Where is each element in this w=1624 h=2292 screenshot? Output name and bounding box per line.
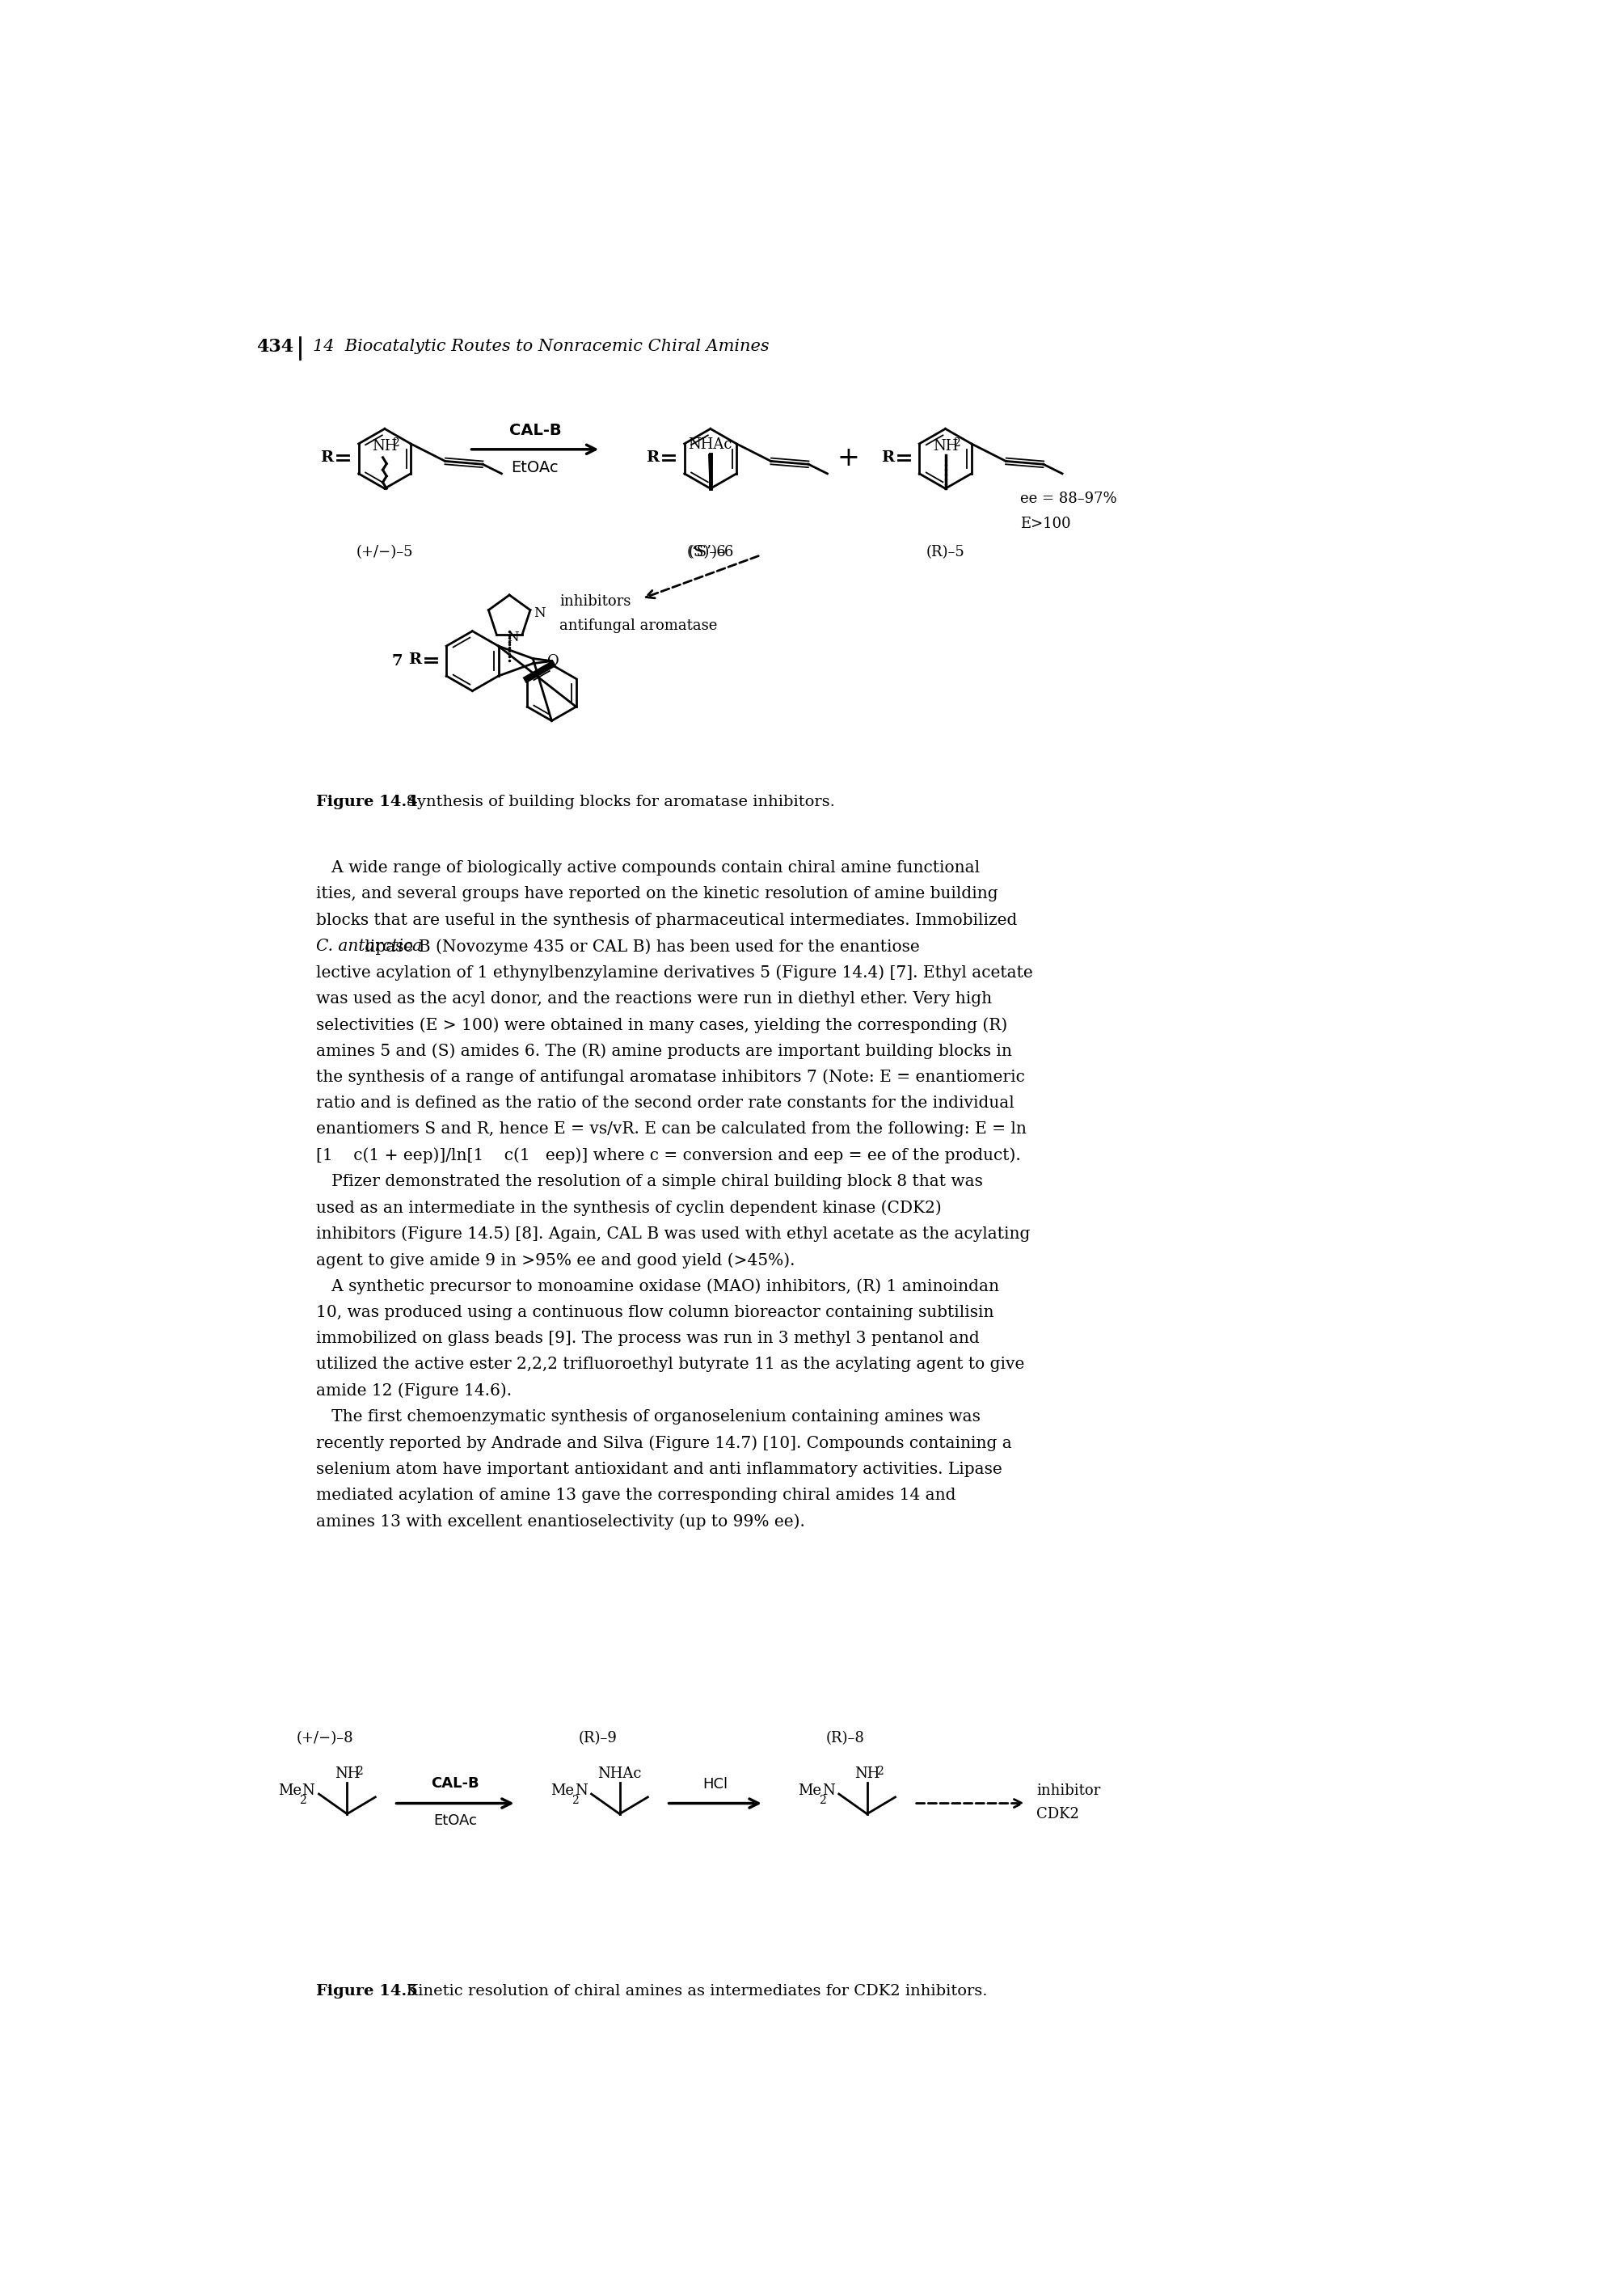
Text: N: N [575,1783,588,1799]
Text: E>100: E>100 [1020,516,1072,532]
Text: N: N [507,630,520,644]
Text: C. antarctica: C. antarctica [315,940,422,953]
Text: (+/−)–8: (+/−)–8 [297,1730,354,1744]
Text: (S)–6: (S)–6 [689,545,726,559]
Text: 7: 7 [391,653,403,669]
Text: N: N [822,1783,835,1799]
Text: NH: NH [932,440,958,454]
Text: immobilized on glass beads [9]. The process was run in 3 methyl 3 pentanol and: immobilized on glass beads [9]. The proc… [315,1332,979,1345]
Text: NHAc: NHAc [689,438,732,452]
Text: (R)–8: (R)–8 [825,1730,864,1744]
Text: R: R [320,449,333,465]
Text: ities, and several groups have reported on the kinetic resolution of amine build: ities, and several groups have reported … [315,887,997,901]
Text: recently reported by Andrade and Silva (Figure 14.7) [10]. Compounds containing : recently reported by Andrade and Silva (… [315,1435,1012,1451]
Text: EtOAc: EtOAc [512,461,559,477]
Text: 2: 2 [299,1795,305,1806]
Text: Figure 14.4: Figure 14.4 [315,795,417,809]
Text: 10, was produced using a continuous flow column bioreactor containing subtilisin: 10, was produced using a continuous flow… [315,1304,994,1320]
Text: lipase B (Novozyme 435 or CAL B) has been used for the enantiose: lipase B (Novozyme 435 or CAL B) has bee… [359,940,919,953]
Text: A synthetic precursor to monoamine oxidase (MAO) inhibitors, (R) 1 aminoindan: A synthetic precursor to monoamine oxida… [315,1279,999,1295]
Text: blocks that are useful in the synthesis of pharmaceutical intermediates. Immobil: blocks that are useful in the synthesis … [315,912,1017,928]
Text: enantiomers S and R, hence E = vs/vR. E can be calculated from the following: E : enantiomers S and R, hence E = vs/vR. E … [315,1121,1026,1137]
Text: HCl: HCl [703,1776,728,1792]
Text: 2: 2 [572,1795,578,1806]
Text: ee = 88–97%: ee = 88–97% [1020,493,1117,507]
Text: R: R [408,653,421,667]
Text: NHAc: NHAc [598,1767,641,1781]
Text: R: R [882,449,895,465]
Text: O: O [547,653,559,669]
Text: Synthesis of building blocks for aromatase inhibitors.: Synthesis of building blocks for aromata… [391,795,835,809]
Text: ratio and is defined as the ratio of the second order rate constants for the ind: ratio and is defined as the ratio of the… [315,1096,1013,1112]
Text: mediated acylation of amine 13 gave the corresponding chiral amides 14 and: mediated acylation of amine 13 gave the … [315,1488,955,1504]
Text: (R)–5: (R)–5 [926,545,965,559]
Text: CAL-B: CAL-B [508,424,562,438]
Text: R: R [646,449,659,465]
Text: CDK2: CDK2 [1036,1808,1078,1822]
Text: +: + [836,445,859,472]
Text: Me: Me [278,1783,302,1799]
Text: NH: NH [335,1767,361,1781]
Text: NH: NH [372,440,398,454]
Text: 2: 2 [818,1795,827,1806]
Text: EtOAc: EtOAc [434,1813,477,1829]
Text: inhibitors: inhibitors [560,594,632,607]
Text: 2: 2 [356,1765,364,1776]
Text: 2: 2 [393,438,400,449]
Text: 2: 2 [875,1765,883,1776]
Text: inhibitors (Figure 14.5) [8]. Again, CAL B was used with ethyl acetate as the ac: inhibitors (Figure 14.5) [8]. Again, CAL… [315,1226,1030,1242]
Text: the synthesis of a range of antifungal aromatase inhibitors 7 (Note: E = enantio: the synthesis of a range of antifungal a… [315,1070,1025,1086]
Text: Figure 14.5: Figure 14.5 [315,1985,417,1999]
Text: The first chemoenzymatic synthesis of organoselenium containing amines was: The first chemoenzymatic synthesis of or… [315,1410,981,1426]
Text: NH: NH [854,1767,880,1781]
Text: 434: 434 [257,337,294,355]
Text: Me: Me [551,1783,575,1799]
Text: N: N [302,1783,315,1799]
Text: Me: Me [797,1783,822,1799]
Text: Pfizer demonstrated the resolution of a simple chiral building block 8 that was: Pfizer demonstrated the resolution of a … [315,1174,983,1190]
Text: agent to give amide 9 in >95% ee and good yield (>45%).: agent to give amide 9 in >95% ee and goo… [315,1251,794,1267]
Text: utilized the active ester 2,2,2 trifluoroethyl butyrate 11 as the acylating agen: utilized the active ester 2,2,2 trifluor… [315,1357,1025,1373]
Text: Kinetic resolution of chiral amines as intermediates for CDK2 inhibitors.: Kinetic resolution of chiral amines as i… [391,1985,987,1999]
Text: A wide range of biologically active compounds contain chiral amine functional: A wide range of biologically active comp… [315,860,979,876]
Text: selenium atom have important antioxidant and anti inflammatory activities. Lipas: selenium atom have important antioxidant… [315,1462,1002,1476]
Text: was used as the acyl donor, and the reactions were run in diethyl ether. Very hi: was used as the acyl donor, and the reac… [315,990,992,1006]
Text: amines 13 with excellent enantioselectivity (up to 99% ee).: amines 13 with excellent enantioselectiv… [315,1513,806,1529]
Text: amines 5 and (S) amides 6. The (R) amine products are important building blocks : amines 5 and (S) amides 6. The (R) amine… [315,1043,1012,1059]
Text: [1    c(1 + eep)]/ln[1    c(1   eep)] where c = conversion and eep = ee of the p: [1 c(1 + eep)]/ln[1 c(1 eep)] where c = … [315,1148,1020,1164]
Text: selectivities (E > 100) were obtained in many cases, yielding the corresponding : selectivities (E > 100) were obtained in… [315,1018,1007,1034]
Text: inhibitor: inhibitor [1036,1783,1101,1799]
Text: 14  Biocatalytic Routes to Nonracemic Chiral Amines: 14 Biocatalytic Routes to Nonracemic Chi… [313,339,770,355]
Text: (R)–9: (R)–9 [578,1730,617,1744]
Text: antifungal aromatase: antifungal aromatase [560,619,718,633]
Text: 2: 2 [953,438,960,449]
Text: (+/−)–5: (+/−)–5 [356,545,412,559]
Text: CAL-B: CAL-B [430,1776,479,1790]
Text: lective acylation of 1 ethynylbenzylamine derivatives 5 (Figure 14.4) [7]. Ethyl: lective acylation of 1 ethynylbenzylamin… [315,965,1033,981]
Text: (‘S’)–6: (‘S’)–6 [687,545,734,559]
Text: N: N [533,607,546,621]
Text: used as an intermediate in the synthesis of cyclin dependent kinase (CDK2): used as an intermediate in the synthesis… [315,1201,942,1217]
Text: amide 12 (Figure 14.6).: amide 12 (Figure 14.6). [315,1382,512,1398]
